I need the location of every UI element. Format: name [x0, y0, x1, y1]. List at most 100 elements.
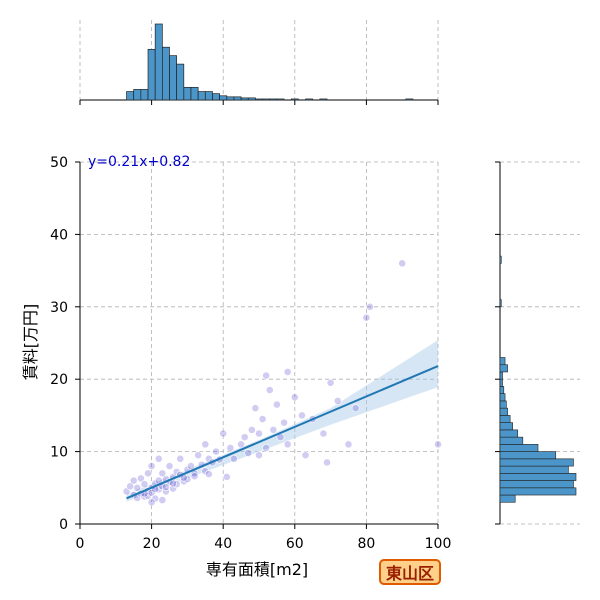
top-hist-bar [190, 86, 199, 101]
top-hist-bar [226, 96, 235, 101]
right-hist-bar [499, 393, 506, 402]
scatter-point [162, 487, 170, 496]
regression-line [126, 365, 439, 500]
y-tick-label: 40 [50, 227, 68, 243]
top-hist-bar [405, 98, 414, 101]
scatter-point [398, 259, 407, 268]
top-hist-bar [290, 98, 299, 101]
y-tick-label: 30 [50, 300, 68, 316]
right-hist-bar [499, 364, 508, 373]
x-tick-label: 60 [286, 536, 304, 552]
right-hist-bar [499, 458, 574, 467]
top-hist-bar [176, 63, 185, 101]
scatter-point [298, 411, 306, 420]
right-hist-bar [499, 371, 503, 380]
scatter-point [129, 476, 138, 485]
scatter-point [323, 458, 331, 467]
top-hist-bar [147, 48, 156, 101]
right-hist-bar [499, 400, 507, 409]
top-hist-bar [204, 91, 213, 101]
scatter-point [362, 313, 371, 322]
scatter-point [240, 433, 249, 442]
scatter-point [247, 425, 256, 434]
scatter-point [280, 418, 288, 427]
scatter-point [133, 483, 142, 492]
right-hist-bar [499, 444, 539, 452]
top-hist-bar [126, 91, 135, 101]
scatter-point [255, 429, 263, 438]
right-hist-bar [499, 487, 577, 496]
scatter-point [226, 444, 235, 452]
scatter-point [212, 447, 220, 456]
scatter-point [158, 496, 167, 505]
x-tick-label: 80 [357, 536, 375, 552]
scatter-point [301, 451, 310, 460]
top-hist-bar [154, 23, 163, 101]
scatter-point [201, 440, 210, 449]
right-histogram [499, 255, 577, 503]
y-tick-label: 20 [50, 372, 68, 388]
scatter-point [147, 498, 156, 507]
x-tick-label: 20 [143, 536, 161, 552]
scatter-point [244, 449, 253, 457]
top-hist-bar [305, 98, 314, 101]
top-hist-bar [140, 89, 149, 101]
right-hist-bar [499, 436, 524, 445]
scatter-point [144, 469, 152, 478]
scatter-point [344, 440, 353, 449]
top-histogram [126, 23, 414, 101]
scatter-point [434, 440, 442, 449]
y-tick-label: 0 [59, 517, 68, 533]
top-hist-bar [212, 93, 220, 101]
x-tick-label: 0 [76, 536, 85, 552]
scatter-point [269, 425, 278, 434]
regression-equation: y=0.21x+0.82 [88, 154, 190, 170]
top-hist-bar [133, 89, 142, 101]
right-hist-bar [499, 480, 574, 489]
scatter-point [140, 480, 149, 489]
right-hist-bar [499, 415, 511, 423]
scatter-point [262, 444, 271, 452]
right-hist-bar [499, 422, 513, 431]
scatter-point [262, 371, 271, 380]
scatter-point [319, 429, 328, 438]
y-axis-title: 賃料[万円] [21, 304, 40, 381]
scatter-point [187, 462, 195, 470]
scatter-point [258, 415, 267, 423]
top-hist-bar [240, 97, 249, 101]
scatter-point [219, 429, 228, 438]
right-hist-bar [499, 407, 508, 416]
scatter-point [190, 472, 199, 481]
right-hist-bar [499, 299, 502, 308]
scatter-point [162, 483, 170, 491]
right-hist-bar [499, 255, 502, 264]
scatter-point [204, 470, 213, 478]
scatter-point [230, 454, 238, 463]
top-hist-bar [319, 98, 328, 101]
top-hist-bar [255, 98, 263, 101]
scatter-point [283, 368, 292, 376]
y-tick-label: 50 [50, 155, 68, 171]
right-hist-bar [499, 378, 503, 387]
scatter-point [169, 479, 177, 488]
scatter-point [366, 302, 374, 311]
scatter-point [222, 473, 231, 481]
right-hist-bar [499, 494, 516, 503]
top-hist-bar [233, 96, 242, 101]
scatter-point [165, 462, 174, 470]
scatter-point [265, 386, 274, 394]
regression-line-layer [126, 365, 439, 500]
tick-labels-layer: 0 20 40 60 80 100 0 10 20 30 40 50 [50, 155, 451, 552]
scatter-point [158, 469, 167, 478]
scatter-point [351, 404, 360, 413]
right-hist-bar [499, 473, 577, 481]
top-hist-bar [276, 98, 285, 101]
right-hist-bar [499, 451, 557, 460]
top-hist-bar [269, 98, 278, 101]
y-tick-label: 10 [50, 445, 68, 461]
scatter-point [272, 400, 281, 409]
scatter-point [251, 404, 260, 413]
top-hist-bar [169, 55, 178, 101]
scatter-point [154, 454, 163, 463]
